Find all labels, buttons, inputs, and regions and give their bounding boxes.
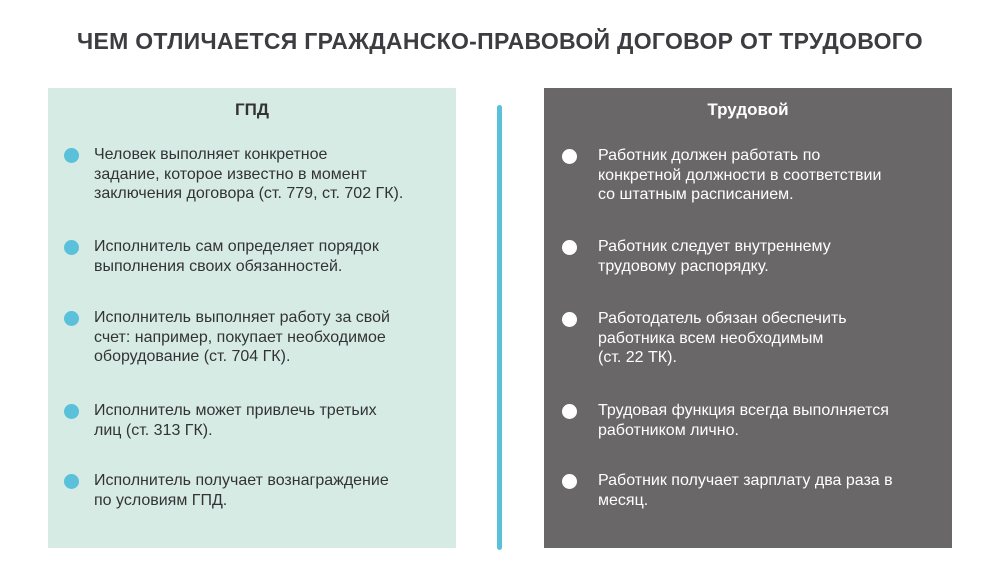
gpd-item-text: Исполнитель сам определяет порядок выпол… <box>94 238 379 275</box>
bullet-dot-icon <box>562 240 577 255</box>
labor-item-text: Работодатель обязан обеспечить работника… <box>598 310 847 366</box>
labor-panel: Трудовой Работник должен работать по кон… <box>544 88 952 548</box>
bullet-dot-icon <box>64 240 79 255</box>
labor-item-text: Трудовая функция всегда выполняется рабо… <box>598 402 889 439</box>
bullet-dot-icon <box>562 474 577 489</box>
labor-item-text: Работник следует внутреннему трудовому р… <box>598 238 831 275</box>
bullet-dot-icon <box>64 311 79 326</box>
bullet-dot-icon <box>64 148 79 163</box>
center-divider <box>497 105 502 550</box>
gpd-item-text: Исполнитель выполняет работу за свой сче… <box>94 309 390 365</box>
page-title: ЧЕМ ОТЛИЧАЕТСЯ ГРАЖДАНСКО-ПРАВОВОЙ ДОГОВ… <box>76 28 923 54</box>
labor-heading: Трудовой <box>707 100 789 119</box>
gpd-item-text: Человек выполняет конкретное задание, ко… <box>94 146 404 202</box>
bullet-dot-icon <box>64 474 79 489</box>
labor-item-text: Работник должен работать по конкретной д… <box>598 147 882 203</box>
gpd-panel: ГПД Человек выполняет конкретное задание… <box>48 88 456 548</box>
bullet-dot-icon <box>64 404 79 419</box>
gpd-item-text: Исполнитель получает вознаграждение по у… <box>94 472 389 509</box>
bullet-dot-icon <box>562 149 577 164</box>
labor-item-text: Работник получает зарплату два раза в ме… <box>598 472 893 509</box>
gpd-item-text: Исполнитель может привлечь третьих лиц (… <box>94 402 377 439</box>
gpd-heading: ГПД <box>235 100 269 119</box>
bullet-dot-icon <box>562 404 577 419</box>
bullet-dot-icon <box>562 312 577 327</box>
